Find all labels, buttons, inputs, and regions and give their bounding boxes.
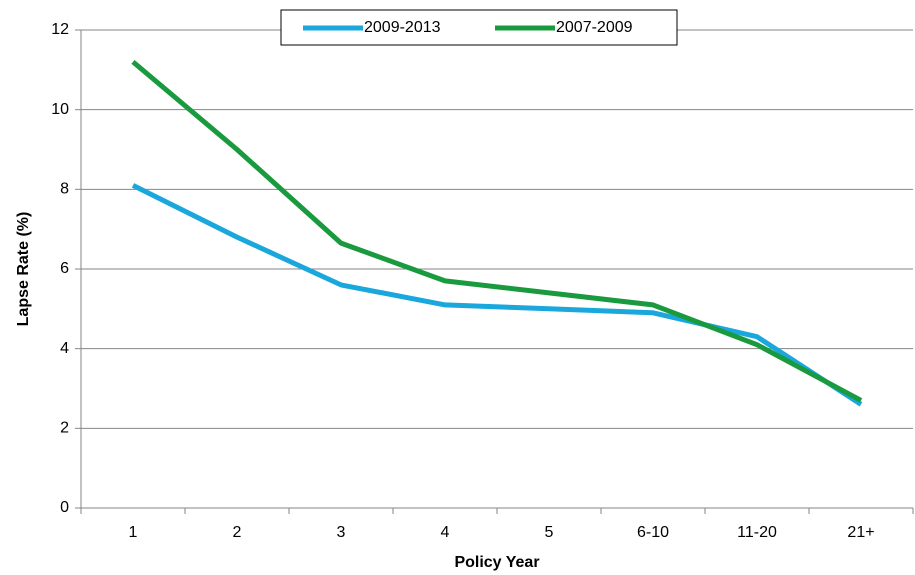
legend-label-2007-2009: 2007-2009	[556, 19, 633, 36]
x-tick-label: 4	[441, 524, 450, 541]
y-tick-label: 12	[51, 21, 69, 38]
y-tick-label: 8	[60, 181, 69, 198]
x-tick-label: 11-20	[737, 524, 777, 541]
x-tick-labels: 1 2 3 4 5 6-10 11-20 21+	[80, 508, 914, 541]
legend-label-2009-2013: 2009-2013	[364, 19, 441, 36]
series-line-2007-2009	[131, 59, 863, 403]
x-tick-label: 1	[129, 524, 138, 541]
series-lines	[131, 59, 863, 407]
x-tick-label: 5	[545, 524, 554, 541]
y-tick-label: 6	[60, 260, 69, 277]
x-tick-label: 2	[233, 524, 242, 541]
series-line-2009-2013	[131, 183, 863, 407]
x-tick-label: 21+	[847, 524, 874, 541]
y-tick-label: 4	[60, 340, 69, 357]
y-axis-title: Lapse Rate (%)	[15, 212, 32, 327]
x-tick-label: 6-10	[637, 524, 669, 541]
y-tick-label: 2	[60, 420, 69, 437]
gridlines	[75, 29, 913, 509]
y-tick-label: 10	[51, 101, 69, 118]
x-axis-title: Policy Year	[454, 554, 539, 571]
y-tick-labels: 0 2 4 6 8 10 12	[51, 21, 69, 516]
y-tick-label: 0	[60, 499, 69, 516]
legend: 2009-2013 2007-2009	[280, 9, 678, 46]
x-tick-label: 3	[337, 524, 346, 541]
